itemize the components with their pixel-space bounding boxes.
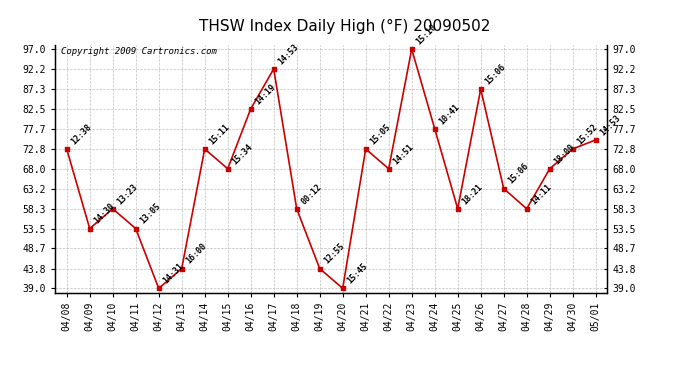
- Point: [406, 46, 417, 52]
- Text: 14:53: 14:53: [598, 113, 622, 137]
- Text: 14:30: 14:30: [92, 202, 117, 226]
- Point: [429, 126, 440, 132]
- Point: [130, 225, 141, 231]
- Point: [291, 206, 302, 212]
- Point: [84, 225, 95, 231]
- Text: 14:51: 14:51: [391, 142, 415, 166]
- Point: [199, 146, 210, 152]
- Point: [521, 206, 532, 212]
- Text: 15:06: 15:06: [506, 162, 531, 186]
- Text: 14:11: 14:11: [529, 182, 553, 206]
- Point: [590, 137, 601, 143]
- Text: 18:00: 18:00: [553, 142, 577, 166]
- Text: 00:12: 00:12: [299, 182, 324, 206]
- Text: THSW Index Daily High (°F) 20090502: THSW Index Daily High (°F) 20090502: [199, 19, 491, 34]
- Point: [475, 86, 486, 92]
- Text: 18:21: 18:21: [460, 182, 484, 206]
- Text: 12:55: 12:55: [322, 242, 346, 266]
- Text: 13:23: 13:23: [115, 182, 139, 206]
- Point: [314, 266, 325, 272]
- Text: 15:34: 15:34: [230, 142, 255, 166]
- Point: [360, 146, 371, 152]
- Point: [383, 166, 394, 172]
- Text: 15:10: 15:10: [415, 22, 439, 46]
- Point: [153, 285, 164, 291]
- Text: 14:53: 14:53: [277, 42, 301, 66]
- Text: 13:05: 13:05: [139, 202, 163, 226]
- Point: [61, 146, 72, 152]
- Point: [567, 146, 578, 152]
- Text: Copyright 2009 Cartronics.com: Copyright 2009 Cartronics.com: [61, 48, 217, 57]
- Text: 10:41: 10:41: [437, 102, 462, 126]
- Point: [337, 285, 348, 291]
- Point: [452, 206, 463, 212]
- Point: [176, 266, 187, 272]
- Text: 15:11: 15:11: [208, 122, 232, 146]
- Point: [222, 166, 233, 172]
- Text: 15:52: 15:52: [575, 122, 600, 146]
- Text: 14:19: 14:19: [253, 82, 277, 106]
- Text: 16:00: 16:00: [184, 242, 208, 266]
- Text: 12:38: 12:38: [70, 122, 94, 146]
- Point: [245, 106, 256, 112]
- Text: 15:06: 15:06: [484, 62, 508, 86]
- Text: 15:45: 15:45: [346, 261, 370, 286]
- Text: 14:31: 14:31: [161, 261, 186, 286]
- Point: [268, 66, 279, 72]
- Point: [107, 206, 118, 212]
- Point: [544, 166, 555, 172]
- Text: 15:05: 15:05: [368, 122, 393, 146]
- Point: [498, 186, 509, 192]
